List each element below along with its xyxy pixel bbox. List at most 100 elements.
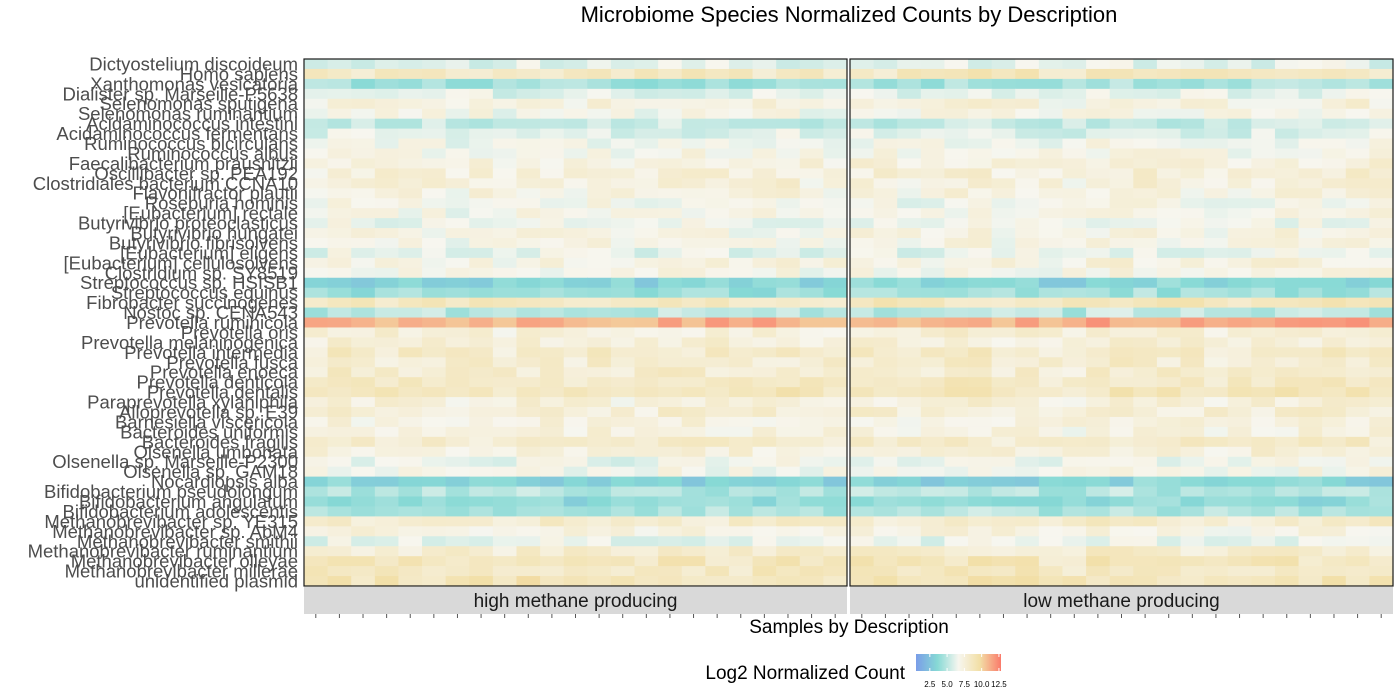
- heatmap-cell: [1204, 516, 1229, 527]
- heatmap-cell: [658, 297, 683, 309]
- heatmap-cell: [1227, 337, 1252, 348]
- heatmap-cell: [563, 138, 588, 150]
- heatmap-cell: [1038, 546, 1064, 557]
- heatmap-cell: [1038, 168, 1064, 179]
- heatmap-cell: [1086, 128, 1111, 140]
- heatmap-cell: [823, 387, 848, 398]
- species-label: Nostoc sp. CENA543: [123, 302, 298, 323]
- heatmap-cell: [1015, 158, 1040, 169]
- heatmap-cell: [823, 218, 848, 229]
- panel-0: [303, 58, 848, 587]
- heatmap-cell: [1251, 407, 1276, 418]
- heatmap-cell: [705, 267, 730, 279]
- heatmap-cell: [897, 59, 922, 70]
- heatmap-cell: [634, 168, 659, 179]
- heatmap-cell: [304, 377, 329, 388]
- heatmap-cell: [681, 287, 706, 299]
- heatmap-cell: [1086, 476, 1111, 488]
- heatmap-cell: [1015, 347, 1040, 358]
- heatmap-cell: [1298, 446, 1323, 458]
- heatmap-cell: [658, 208, 683, 219]
- heatmap-cell: [327, 546, 352, 557]
- heatmap-cell: [1133, 218, 1158, 229]
- heatmap-cell: [799, 407, 824, 418]
- heatmap-cell: [658, 387, 683, 398]
- heatmap-cell: [897, 148, 922, 160]
- heatmap-cell: [587, 436, 612, 448]
- heatmap-cell: [492, 267, 518, 279]
- heatmap-cell: [1015, 98, 1040, 110]
- heatmap-cell: [1109, 526, 1134, 537]
- heatmap-cell: [1369, 377, 1394, 388]
- heatmap-cell: [304, 407, 329, 418]
- heatmap-cell: [1038, 208, 1064, 219]
- heatmap-cell: [1086, 446, 1111, 458]
- heatmap-cell: [327, 218, 352, 229]
- heatmap-cell: [944, 416, 969, 428]
- heatmap-cell: [1038, 108, 1064, 120]
- heatmap-cell: [728, 208, 754, 219]
- heatmap-cell: [516, 337, 541, 348]
- heatmap-cell: [1133, 526, 1158, 537]
- heatmap-cell: [516, 456, 541, 468]
- heatmap-cell: [681, 168, 706, 179]
- heatmap-cell: [799, 367, 824, 378]
- heatmap-cell: [563, 546, 588, 557]
- heatmap-cell: [920, 277, 946, 289]
- heatmap-cell: [1298, 267, 1323, 279]
- heatmap-cell: [1180, 446, 1205, 458]
- heatmap-cell: [850, 118, 875, 130]
- heatmap-cell: [516, 416, 541, 428]
- heatmap-cell: [516, 68, 541, 80]
- heatmap-cell: [944, 516, 969, 527]
- heatmap-cell: [1180, 148, 1205, 160]
- heatmap-cell: [968, 297, 993, 309]
- heatmap-cell: [1015, 68, 1040, 80]
- heatmap-cell: [445, 317, 470, 329]
- heatmap-cell: [681, 327, 706, 339]
- heatmap-cell: [1109, 208, 1134, 219]
- heatmap-cell: [563, 257, 588, 269]
- heatmap-cell: [1274, 257, 1300, 269]
- heatmap-cell: [873, 566, 898, 577]
- heatmap-cell: [776, 367, 801, 378]
- heatmap-cell: [516, 98, 541, 110]
- heatmap-cell: [752, 158, 777, 169]
- heatmap-cell: [540, 407, 565, 418]
- heatmap-cell: [304, 367, 329, 378]
- heatmap-cell: [374, 178, 400, 189]
- heatmap-cell: [823, 476, 848, 488]
- heatmap-cell: [1204, 496, 1229, 508]
- heatmap-cell: [634, 317, 659, 329]
- heatmap-cell: [705, 397, 730, 408]
- heatmap-cell: [304, 98, 329, 110]
- heatmap-cell: [587, 277, 612, 289]
- heatmap-cell: [587, 446, 612, 458]
- heatmap-cell: [1038, 426, 1064, 438]
- heatmap-cell: [1251, 347, 1276, 358]
- heatmap-cell: [1251, 168, 1276, 179]
- heatmap-cell: [445, 198, 470, 209]
- heatmap-cell: [587, 566, 612, 577]
- heatmap-cell: [658, 287, 683, 299]
- heatmap-cell: [799, 476, 824, 488]
- heatmap-cell: [1133, 466, 1158, 478]
- legend-tick-label: 10.0: [974, 680, 990, 689]
- heatmap-cell: [634, 108, 659, 120]
- heatmap-cell: [1369, 247, 1394, 259]
- heatmap-cell: [776, 476, 801, 488]
- heatmap-cell: [705, 546, 730, 557]
- heatmap-cell: [1086, 138, 1111, 150]
- heatmap-cell: [1274, 436, 1300, 448]
- heatmap-cell: [897, 357, 922, 368]
- heatmap-cell: [1180, 327, 1205, 339]
- heatmap-cell: [850, 188, 875, 199]
- heatmap-cell: [634, 496, 659, 508]
- heatmap-cell: [1109, 307, 1134, 319]
- heatmap-cell: [920, 237, 946, 249]
- heatmap-cell: [1038, 267, 1064, 279]
- species-label: Butyrivibrio proteoclasticus: [78, 213, 298, 234]
- heatmap-cell: [1298, 357, 1323, 368]
- heatmap-cell: [991, 218, 1016, 229]
- heatmap-cell: [1180, 218, 1205, 229]
